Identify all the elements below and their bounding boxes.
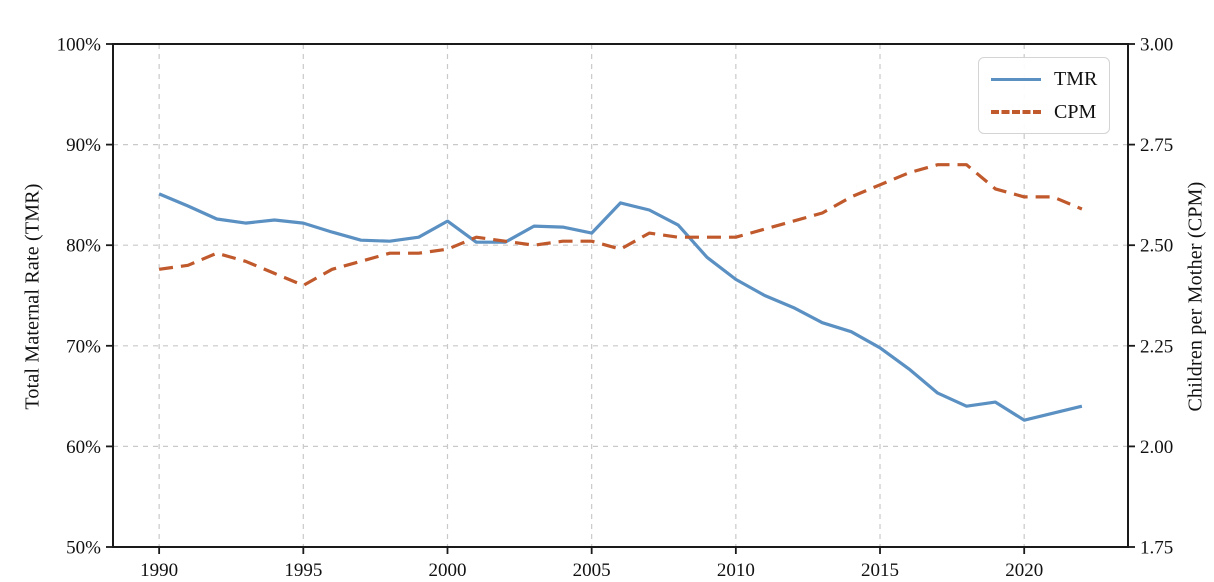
left-tick-label: 90% [66,135,101,156]
right-tick-label: 3.00 [1140,35,1173,56]
x-tick-label: 2005 [573,560,611,581]
tmr-line-sample-icon [991,77,1041,81]
legend: TMR CPM [978,57,1110,134]
right-tick-label: 2.75 [1140,135,1173,156]
legend-label-cpm: CPM [1054,101,1097,123]
left-tick-label: 100% [57,35,102,56]
x-tick-label: 2010 [717,560,755,581]
left-axis-title: Total Maternal Rate (TMR) [21,183,44,410]
x-tick-label: 2000 [428,560,466,581]
x-tick-label: 1995 [284,560,322,581]
right-axis-title: Children per Mother (CPM) [1184,181,1207,412]
cpm-line-sample-icon [991,110,1041,114]
legend-item-tmr: TMR [991,69,1097,89]
series-line-tmr [158,192,1083,422]
right-tick-label: 2.25 [1140,336,1173,357]
left-tick-label: 60% [66,437,101,458]
series-line-cpm [158,163,1083,287]
right-tick-label: 1.75 [1140,538,1173,559]
right-tick-label: 2.00 [1140,437,1173,458]
x-tick-label: 2015 [861,560,899,581]
x-tick-label: 2020 [1005,560,1043,581]
x-tick-label: 1990 [140,560,178,581]
left-tick-label: 70% [66,336,101,357]
legend-item-cpm: CPM [991,102,1097,122]
right-tick-label: 2.50 [1140,236,1173,257]
left-tick-label: 80% [66,236,101,257]
left-tick-label: 50% [66,538,101,559]
legend-label-tmr: TMR [1054,68,1098,90]
